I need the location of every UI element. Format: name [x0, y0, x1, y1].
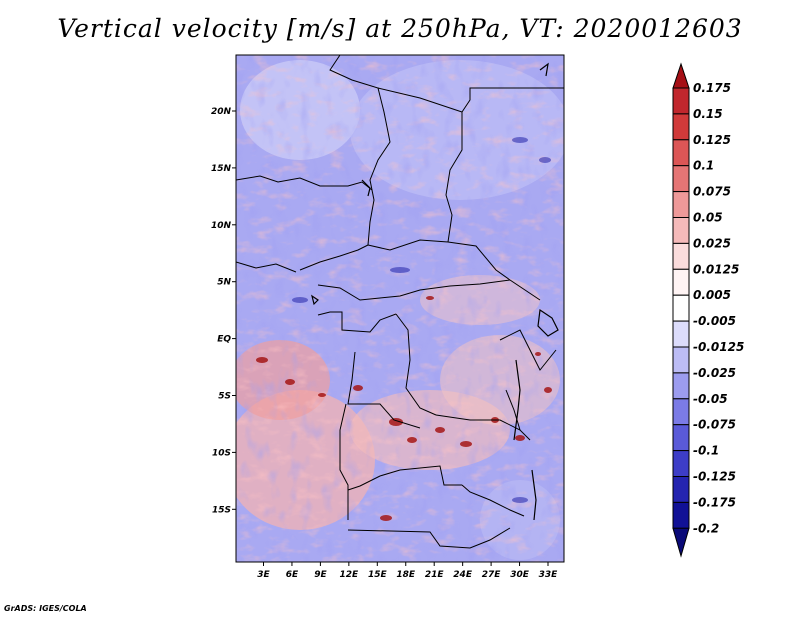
- colorbar-swatch: [672, 501, 690, 529]
- colorbar-swatch: [672, 165, 690, 193]
- colorbar-swatch: [672, 450, 690, 478]
- colorbar-swatch: [672, 242, 690, 270]
- colorbar-label: -0.2: [693, 521, 719, 535]
- lon-label: 6E: [286, 570, 299, 580]
- lon-label: 24E: [453, 570, 473, 580]
- colorbar-swatch: [672, 294, 690, 322]
- colorbar-label: 0.005: [693, 288, 731, 302]
- lon-label: 21E: [425, 570, 445, 580]
- colorbar-label: 0.175: [693, 81, 731, 95]
- colorbar-label: -0.025: [693, 366, 736, 380]
- colorbar: 0.175 0.15 0.125 0.1 0.075 0.05 0.025 0.0125 0.0…: [672, 62, 744, 558]
- colorbar-label: -0.1: [693, 444, 719, 458]
- colorbar-swatch: [672, 476, 690, 503]
- colorbar-label: 0.15: [693, 107, 723, 121]
- velocity-field: [236, 55, 564, 562]
- lon-label: 3E: [257, 570, 270, 580]
- colorbar-swatch: [672, 268, 690, 296]
- colorbar-swatch: [672, 398, 690, 426]
- colorbar-label: 0.0125: [693, 262, 739, 276]
- colorbar-swatch: [672, 87, 690, 115]
- lon-label: 12E: [340, 570, 360, 580]
- colorbar-label: -0.125: [693, 470, 736, 484]
- colorbar-swatch: [672, 346, 690, 374]
- map-frame: [235, 54, 565, 563]
- lon-label: 9E: [314, 570, 327, 580]
- lon-label: 15E: [368, 570, 388, 580]
- colorbar-swatch: [672, 424, 690, 452]
- lon-label: 18E: [396, 570, 416, 580]
- colorbar-swatch: [672, 217, 690, 244]
- colorbar-label: -0.0125: [693, 340, 744, 354]
- colorbar-label: -0.005: [693, 314, 736, 328]
- colorbar-label: 0.125: [693, 133, 731, 147]
- grads-credit: GrADS: IGES/COLA: [4, 604, 87, 613]
- colorbar-swatch: [672, 372, 690, 400]
- colorbar-max-arrow: [672, 62, 690, 89]
- lon-label: 33E: [539, 570, 559, 580]
- colorbar-label: 0.05: [693, 211, 723, 225]
- lat-label: 10N: [211, 221, 232, 231]
- colorbar-label: 0.1: [693, 159, 714, 173]
- colorbar-label: -0.075: [693, 418, 736, 432]
- lat-label: 15S: [212, 505, 231, 515]
- colorbar-label: 0.025: [693, 236, 731, 250]
- lat-label: EQ: [217, 335, 231, 345]
- lat-label: 15N: [211, 164, 232, 174]
- colorbar-label: 0.075: [693, 185, 731, 199]
- lon-label: 30E: [510, 570, 530, 580]
- colorbar-swatch: [672, 191, 690, 219]
- lon-label: 27E: [482, 570, 502, 580]
- colorbar-label: -0.175: [693, 495, 736, 509]
- lat-label: 5N: [217, 278, 231, 288]
- colorbar-swatch: [672, 139, 690, 167]
- colorbar-label: -0.05: [693, 392, 728, 406]
- country-borders: [236, 55, 564, 549]
- longitude-axis: 3E 6E 9E 12E 15E 18E 21E 24E 27E 30E 33E: [257, 562, 558, 580]
- lat-label: 10S: [212, 448, 231, 458]
- chart-title: Vertical velocity [m/s] at 250hPa, VT: 2…: [57, 14, 743, 43]
- lat-label: 20N: [211, 107, 232, 117]
- colorbar-swatch: [672, 320, 690, 348]
- lat-label: 5S: [218, 392, 231, 402]
- colorbar-min-arrow: [672, 527, 690, 558]
- latitude-axis: 20N 15N 10N 5N EQ 5S 10S 15S: [211, 107, 236, 515]
- colorbar-swatch: [672, 113, 690, 141]
